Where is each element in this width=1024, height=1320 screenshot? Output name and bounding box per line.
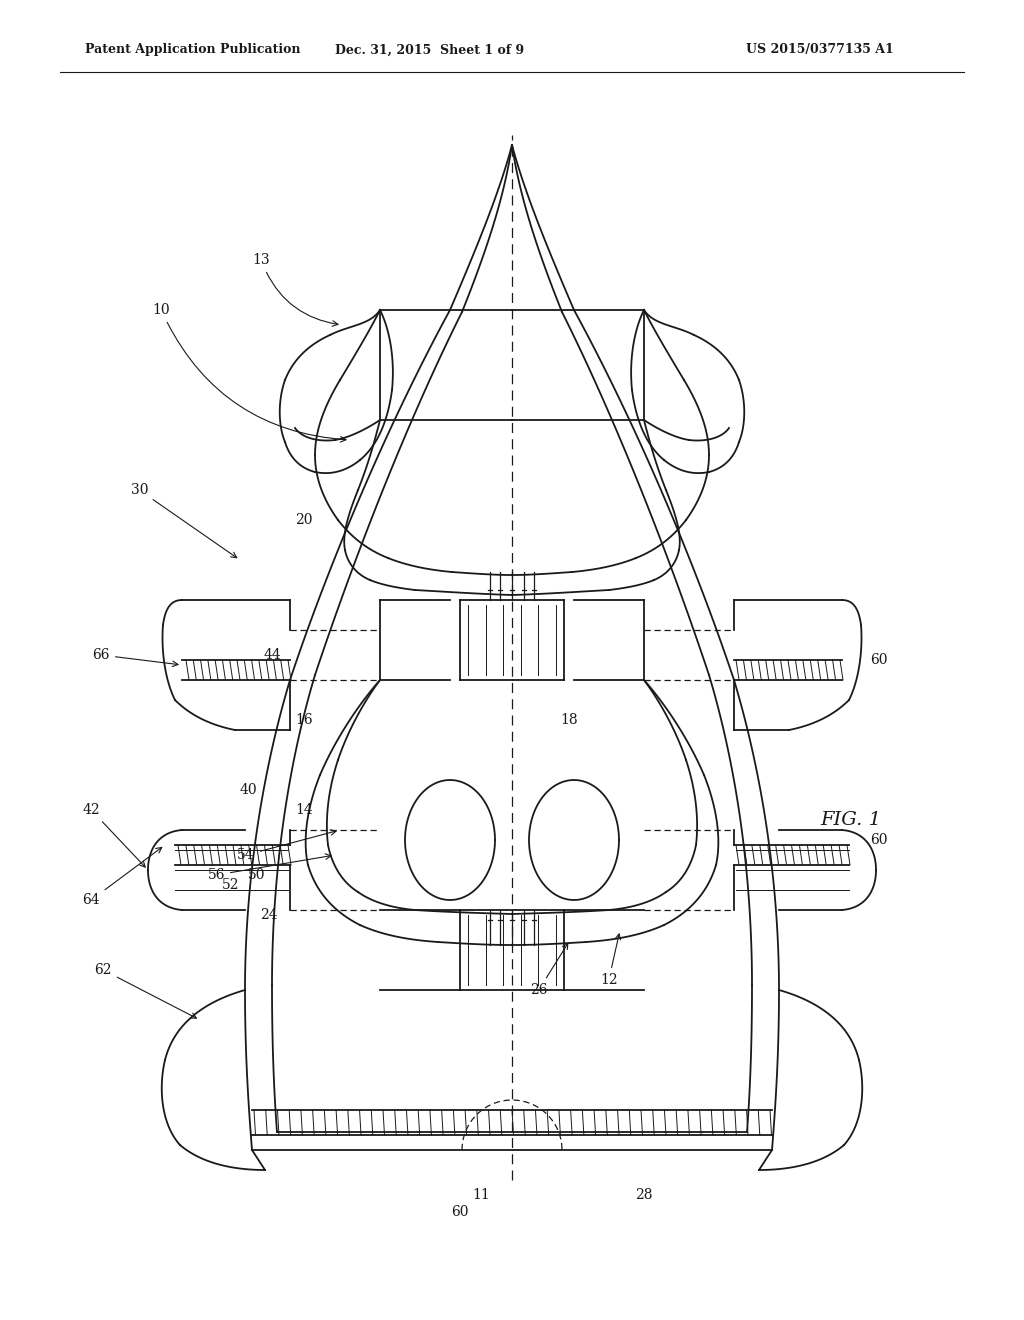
Text: 26: 26: [530, 944, 568, 997]
Text: 12: 12: [600, 935, 621, 987]
Text: 42: 42: [82, 803, 145, 867]
Text: Patent Application Publication: Patent Application Publication: [85, 44, 300, 57]
Text: 60: 60: [452, 1205, 469, 1218]
Text: 64: 64: [82, 847, 162, 907]
Text: 30: 30: [130, 483, 237, 558]
Text: 52: 52: [222, 878, 240, 892]
Text: 18: 18: [560, 713, 578, 727]
Text: 11: 11: [472, 1188, 490, 1203]
Text: 14: 14: [295, 803, 312, 817]
Text: US 2015/0377135 A1: US 2015/0377135 A1: [746, 44, 894, 57]
Text: 16: 16: [295, 713, 312, 727]
Text: 62: 62: [94, 964, 197, 1018]
Text: 44: 44: [264, 648, 282, 663]
Text: 50: 50: [248, 869, 265, 882]
Text: Dec. 31, 2015  Sheet 1 of 9: Dec. 31, 2015 Sheet 1 of 9: [336, 44, 524, 57]
Text: FIG. 1: FIG. 1: [820, 810, 881, 829]
Text: 40: 40: [240, 783, 258, 797]
Text: 28: 28: [635, 1188, 652, 1203]
Text: 24: 24: [260, 908, 278, 921]
Text: 60: 60: [870, 653, 888, 667]
Text: 54: 54: [238, 830, 336, 862]
Text: 20: 20: [295, 513, 312, 527]
Text: 60: 60: [870, 833, 888, 847]
Text: 13: 13: [252, 253, 338, 326]
Text: 56: 56: [208, 854, 331, 882]
Text: 10: 10: [153, 304, 346, 442]
Text: 66: 66: [92, 648, 178, 667]
